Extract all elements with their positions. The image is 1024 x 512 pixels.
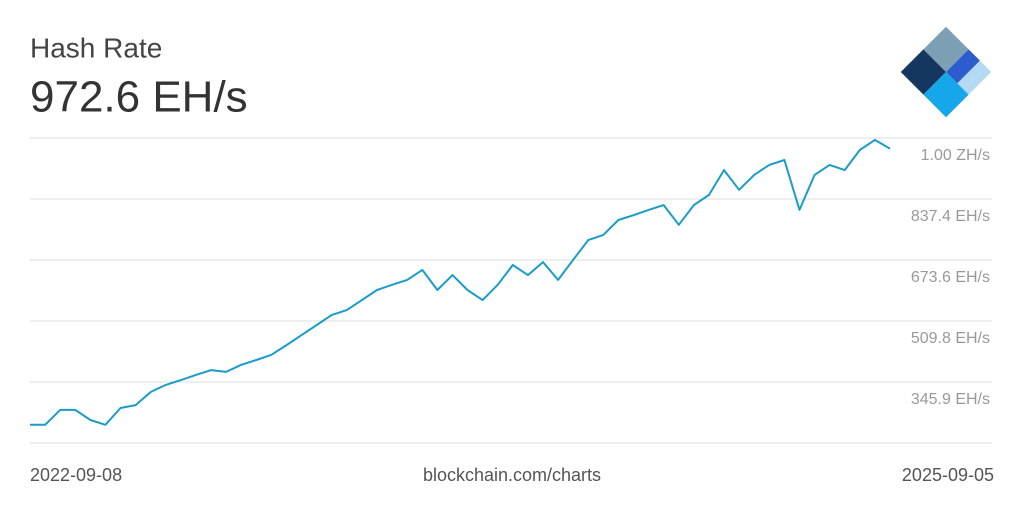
y-tick-label: 345.9 EH/s bbox=[911, 391, 990, 408]
y-tick-label: 837.4 EH/s bbox=[911, 208, 990, 225]
x-start-label: 2022-09-08 bbox=[30, 465, 122, 485]
logo-part bbox=[946, 49, 980, 84]
y-tick-label: 673.6 EH/s bbox=[911, 269, 990, 286]
data-line bbox=[30, 138, 891, 426]
x-end-label: 2025-09-05 bbox=[902, 465, 994, 485]
source: blockchain.com/charts bbox=[423, 465, 601, 485]
logo-part bbox=[900, 49, 946, 95]
y-tick-label: 1.00 ZH/s bbox=[921, 147, 990, 164]
current-value: 972.6 EH/s bbox=[30, 73, 248, 122]
y-tick-label: 509.8 EH/s bbox=[911, 330, 990, 347]
chart-title: Hash Rate bbox=[30, 32, 162, 63]
logo-part bbox=[957, 60, 992, 95]
